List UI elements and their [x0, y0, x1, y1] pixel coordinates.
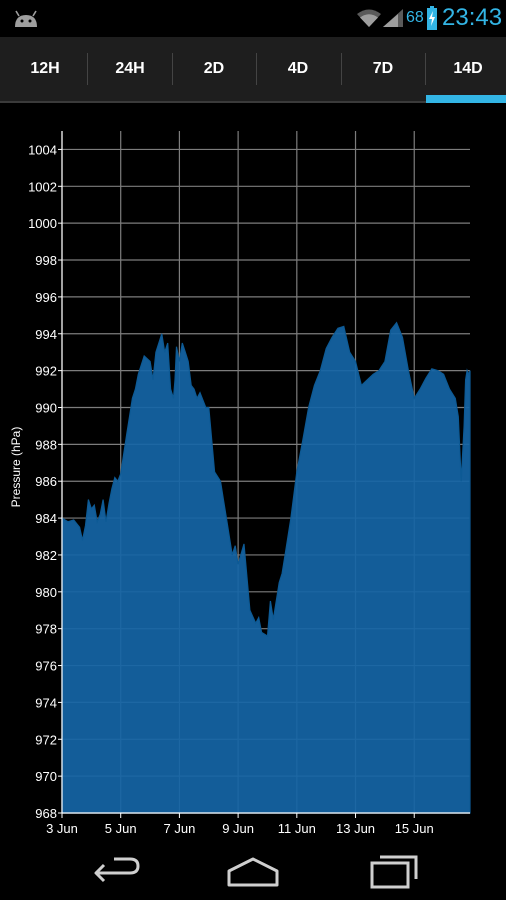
x-tick-label: 9 Jun [222, 821, 254, 836]
chart-plot-area [61, 321, 471, 814]
time-range-tabs: 12H 24H 2D 4D 7D 14D [0, 37, 506, 103]
y-tick-label: 976 [35, 659, 57, 674]
tab-divider [172, 53, 173, 85]
battery-percent: 68 [406, 9, 424, 26]
y-tick-label: 1000 [28, 216, 57, 231]
android-icon [15, 10, 37, 27]
tab-divider [425, 53, 426, 85]
x-tick-label: 13 Jun [336, 821, 375, 836]
battery-charging-icon [427, 6, 437, 30]
tab-7d[interactable]: 7D [372, 60, 394, 77]
y-tick-label: 980 [35, 585, 57, 600]
y-tick-label: 998 [35, 253, 57, 268]
y-axis-label: Pressure (hPa) [9, 427, 23, 508]
pressure-area-series [61, 321, 471, 814]
y-tick-label: 970 [35, 769, 57, 784]
y-tick-label: 1004 [28, 142, 57, 157]
tab-2d[interactable]: 2D [203, 60, 225, 77]
x-tick-label: 5 Jun [105, 821, 137, 836]
y-tick-label: 1002 [28, 179, 57, 194]
status-bar: 68 23:43 [0, 0, 506, 37]
y-tick-label: 988 [35, 437, 57, 452]
home-icon[interactable] [223, 851, 283, 891]
x-tick-label: 3 Jun [46, 821, 78, 836]
tab-divider [341, 53, 342, 85]
y-tick-label: 994 [35, 327, 57, 342]
tab-24h[interactable]: 24H [115, 60, 145, 77]
recent-apps-icon[interactable] [364, 851, 424, 891]
y-tick-label: 992 [35, 364, 57, 379]
y-tick-label: 968 [35, 806, 57, 821]
y-tick-label: 984 [35, 511, 57, 526]
signal-icon [383, 9, 403, 27]
tab-14d[interactable]: 14D [453, 60, 483, 77]
y-tick-label: 982 [35, 548, 57, 563]
y-tick-label: 974 [35, 695, 57, 710]
y-tick-label: 972 [35, 732, 57, 747]
y-tick-label: 986 [35, 474, 57, 489]
y-tick-label: 996 [35, 290, 57, 305]
selected-tab-indicator [426, 95, 506, 103]
tab-4d[interactable]: 4D [287, 60, 309, 77]
x-tick-label: 11 Jun [278, 821, 316, 836]
y-tick-label: 978 [35, 622, 57, 637]
wifi-icon [357, 9, 381, 27]
clock: 23:43 [442, 4, 503, 31]
tab-12h[interactable]: 12H [30, 60, 60, 77]
tab-divider [87, 53, 88, 85]
tab-divider [256, 53, 257, 85]
x-tick-label: 15 Jun [395, 821, 434, 836]
y-tick-label: 990 [35, 400, 57, 415]
pressure-chart: 968 970 972 974 976 978 980 982 984 986 988 990 992 9… [9, 131, 471, 836]
back-icon[interactable] [84, 851, 144, 891]
chart-axes: 968 970 972 974 976 978 980 982 984 986 988 990 992 9… [28, 131, 470, 836]
x-tick-label: 7 Jun [164, 821, 196, 836]
navigation-bar [0, 843, 506, 900]
